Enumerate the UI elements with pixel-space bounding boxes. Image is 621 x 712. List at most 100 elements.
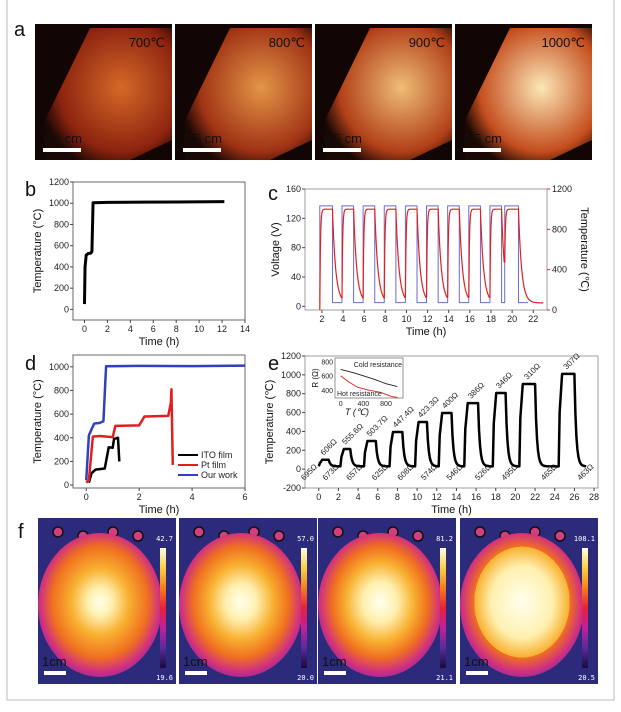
- scale-bar: [463, 148, 501, 152]
- x-tick-label: 0: [82, 324, 87, 334]
- scale-label: 0.5 cm: [183, 131, 222, 146]
- x-tick-label: 6: [375, 492, 380, 502]
- scale-label: 1cm: [42, 654, 67, 669]
- plot-frame: [304, 355, 599, 489]
- y-tick-label: 40: [291, 272, 301, 282]
- y-tick-label: 800: [286, 389, 301, 399]
- colorbar-max-label: 42.7: [156, 535, 173, 543]
- hot-resistance-label: 447.4Ω: [391, 405, 416, 430]
- y-tick-label: 400: [54, 262, 69, 272]
- y-tick-label: 1000: [281, 370, 301, 380]
- y-axis-label: Temperature (°C): [32, 209, 44, 293]
- photo-3: 900℃ 0.5 cm: [315, 24, 452, 160]
- cold-resistance-label: 463Ω: [575, 462, 595, 482]
- y-tick-label: -200: [283, 483, 301, 493]
- heated-region: [38, 533, 162, 677]
- mounting-screw: [132, 530, 144, 542]
- hot-resistance-label: 400Ω: [440, 390, 460, 410]
- temperature-series: [317, 372, 587, 468]
- glowing-heater: [185, 28, 312, 160]
- thermal-image-1: 42.7 19.6 1cm: [38, 518, 176, 684]
- right-y-tick-label: 1200: [552, 184, 572, 194]
- y-tick-label: 200: [54, 456, 69, 466]
- thermal-image-4: 108.1 20.5 1cm: [460, 518, 598, 684]
- scale-label: 0.5 cm: [463, 131, 502, 146]
- y-tick-label: 0: [296, 464, 301, 474]
- x-tick-label: 2: [105, 324, 110, 334]
- right-y-tick-label: 800: [552, 224, 567, 234]
- glowing-heater: [45, 28, 172, 160]
- temperature-series: [82, 200, 225, 305]
- mounting-screw: [554, 530, 566, 542]
- temperature-label: 800℃: [269, 35, 305, 50]
- y-tick-label: 1200: [281, 351, 301, 361]
- x-tick-label: 22: [528, 314, 538, 324]
- x-tick-label: 14: [444, 314, 454, 324]
- voltage-series: [319, 205, 528, 304]
- scale-bar: [185, 671, 207, 675]
- x-tick-label: 28: [589, 492, 599, 502]
- right-y-tick-label: 400: [552, 265, 567, 275]
- x-tick-label: 2: [137, 492, 142, 502]
- x-tick-label: 4: [356, 492, 361, 502]
- temperature-series: [319, 208, 544, 311]
- panel-e-chart: 0 2 4 6 8 10 12 14 16 18 20 22 24 26 28-20002004006008…: [264, 351, 599, 516]
- photo-2: 800℃ 0.5 cm: [175, 24, 312, 160]
- mounting-screw: [474, 526, 486, 538]
- inset-label-cold: Cold resistance: [354, 362, 402, 369]
- x-tick-label: 16: [471, 492, 481, 502]
- panel-letter-d: d: [25, 353, 36, 375]
- series-our-work: [84, 364, 246, 481]
- x-tick-label: 24: [550, 492, 560, 502]
- x-tick-label: 16: [465, 314, 475, 324]
- scale-bar: [183, 148, 221, 152]
- x-tick-label: 4: [128, 324, 133, 334]
- x-tick-label: 10: [412, 492, 422, 502]
- hot-resistance-label: 307Ω: [562, 351, 582, 371]
- colorbar-min-label: 21.1: [436, 674, 453, 682]
- x-tick-label: 0: [316, 492, 321, 502]
- panel-d-chart: 0 2 4 6 0 200 400 600 800 1000 Time (h) Temperature…: [32, 354, 248, 516]
- plot-frame: [72, 354, 246, 489]
- scale-label: 0.5 cm: [43, 131, 82, 146]
- photo-4: 1000℃ 0.5 cm: [455, 24, 592, 160]
- inset-label-hot: Hot resistance: [337, 391, 382, 398]
- colorbar-min-label: 20.5: [578, 674, 595, 682]
- y-tick-label: 800: [54, 219, 69, 229]
- y-axis-label: Temperature (℃): [264, 380, 276, 465]
- x-axis-label: Time (h): [139, 504, 180, 516]
- inset-y-tick-label: 800: [321, 359, 333, 366]
- colorbar: [440, 548, 446, 668]
- scale-bar: [323, 148, 361, 152]
- colorbar-max-label: 108.1: [574, 535, 595, 543]
- hot-resistance-label: 555.6Ω: [340, 422, 365, 447]
- hot-resistance-label: 606Ω: [319, 437, 339, 457]
- photo-1: 700℃ 0.5 cm: [35, 24, 172, 160]
- legend-item: Pt film: [178, 460, 226, 470]
- heated-region: [460, 533, 584, 677]
- plot-frame: [304, 188, 548, 311]
- legend-label: Pt film: [201, 460, 226, 470]
- x-tick-label: 12: [217, 324, 227, 334]
- x-tick-label: 12: [432, 492, 442, 502]
- colorbar-max-label: 57.0: [297, 535, 314, 543]
- x-tick-label: 10: [194, 324, 204, 334]
- plot-frame: [72, 181, 246, 321]
- hot-resistance-label: 423.3Ω: [416, 395, 441, 420]
- x-tick-label: 14: [240, 324, 250, 334]
- thermal-image-3: 81.2 21.1 1cm: [318, 518, 456, 684]
- x-tick-label: 8: [383, 314, 388, 324]
- series-pt-film: [85, 388, 175, 484]
- y-axis-label: Temperature (°C): [32, 379, 44, 463]
- inset-y-tick-label: 600: [321, 374, 333, 381]
- colorbar: [582, 548, 588, 668]
- inset-series-cold-resistance: [340, 368, 398, 388]
- colorbar-min-label: 19.6: [156, 674, 173, 682]
- x-axis-label: Time (h): [431, 504, 472, 516]
- y-tick-label: 0: [296, 301, 301, 311]
- hot-resistance-label: 503.7Ω: [365, 414, 390, 439]
- y-tick-label: 1000: [49, 362, 69, 372]
- colorbar-min-label: 20.0: [297, 674, 314, 682]
- x-tick-label: 12: [423, 314, 433, 324]
- y-axis-label: Voltage (V): [270, 222, 282, 276]
